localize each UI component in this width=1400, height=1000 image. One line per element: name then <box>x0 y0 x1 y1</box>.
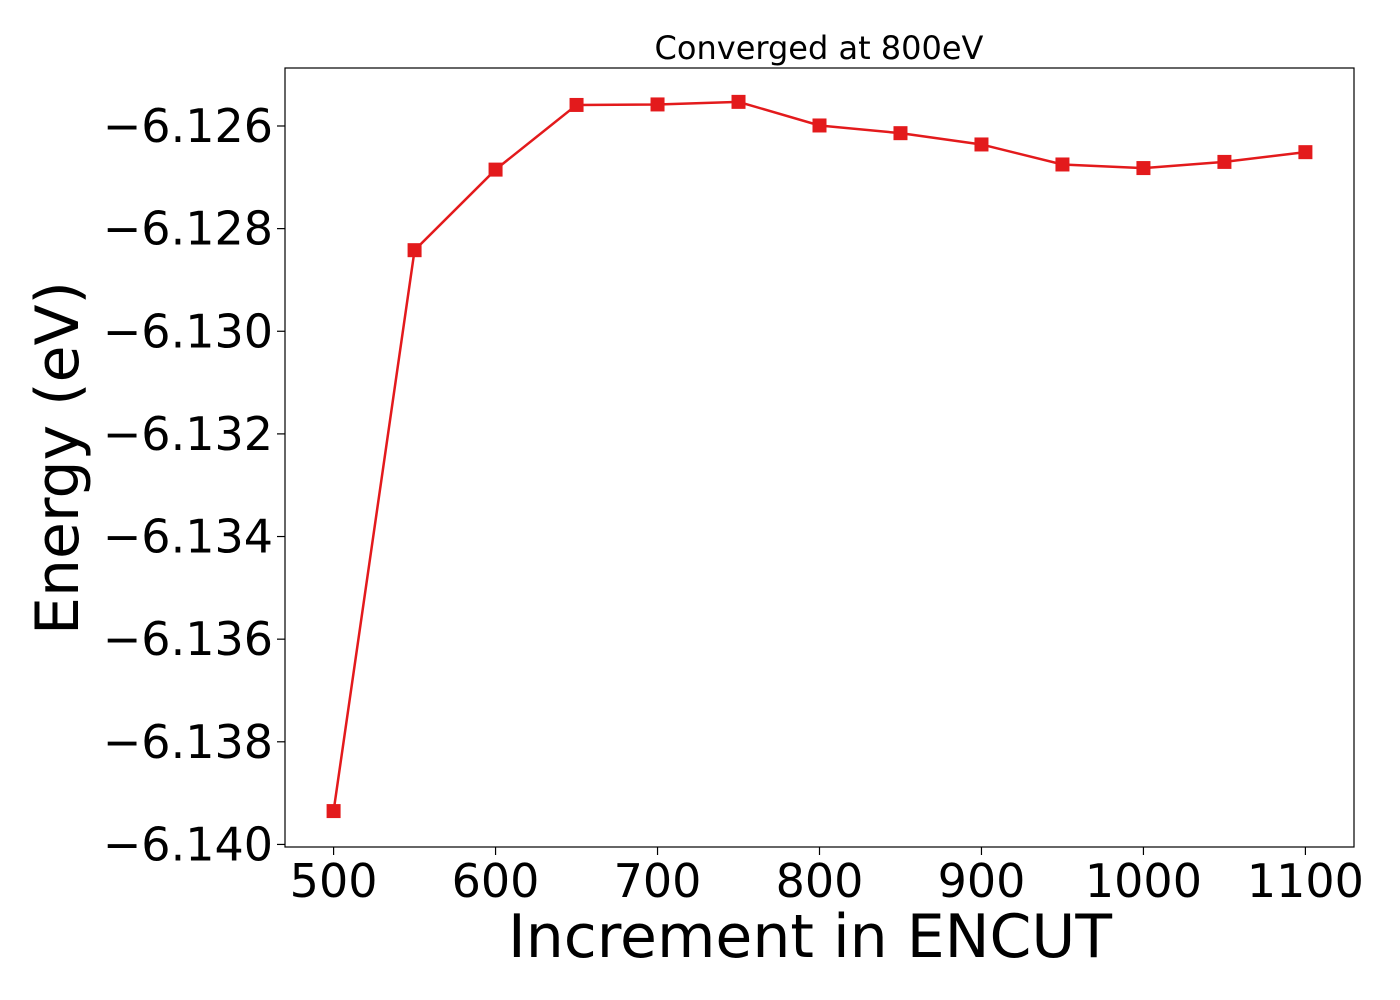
data-point <box>650 97 665 112</box>
x-tick-label: 1000 <box>1085 854 1202 908</box>
y-tick-label: −6.132 <box>103 407 273 461</box>
chart-title: Converged at 800eV <box>655 29 984 67</box>
series-line <box>332 100 1306 812</box>
y-tick-label: −6.138 <box>103 715 273 769</box>
data-point <box>1298 145 1313 160</box>
x-tick-label: 900 <box>938 854 1026 908</box>
y-tick-label: −6.136 <box>103 612 273 666</box>
y-tick-label: −6.128 <box>103 202 273 256</box>
x-tick-label: 1100 <box>1247 854 1364 908</box>
data-point <box>326 804 341 819</box>
x-tick-label: 700 <box>614 854 702 908</box>
data-point <box>488 162 503 177</box>
y-tick-label: −6.134 <box>103 510 273 564</box>
x-tick-label: 600 <box>452 854 540 908</box>
data-point <box>974 137 989 152</box>
data-point <box>1136 161 1151 176</box>
x-axis-label: Increment in ENCUT <box>508 902 1112 972</box>
data-point <box>569 97 584 112</box>
x-axis: 500 600 700 800 900 1000 1100 <box>290 847 1364 908</box>
y-tick-label: −6.140 <box>103 817 273 871</box>
y-tick-label: −6.130 <box>103 304 273 358</box>
y-axis-label: Energy (eV) <box>23 281 93 635</box>
data-point <box>1217 154 1232 169</box>
data-point <box>731 94 746 109</box>
data-point <box>893 126 908 141</box>
data-point <box>1055 157 1070 172</box>
x-tick-label: 800 <box>776 854 864 908</box>
plot-frame <box>284 67 1355 848</box>
data-point <box>812 118 827 133</box>
x-tick-label: 500 <box>290 854 378 908</box>
plot-series <box>326 94 1313 819</box>
y-tick-label: −6.126 <box>103 99 273 153</box>
data-point <box>407 243 422 258</box>
y-axis: −6.126 −6.128 −6.130 −6.132 −6.134 −6.136 −6.1… <box>103 99 285 871</box>
